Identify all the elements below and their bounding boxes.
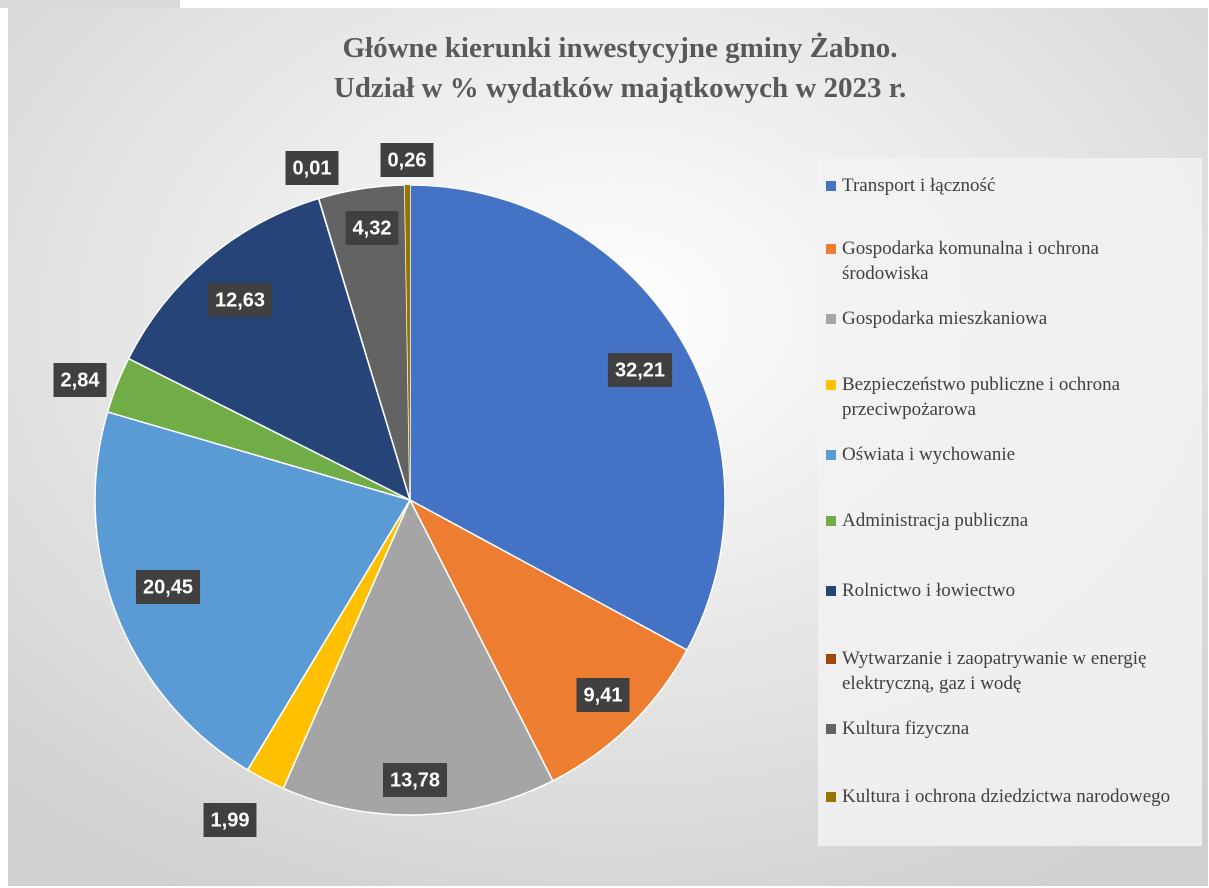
legend-entry: Gospodarka mieszkaniowa	[826, 306, 1186, 331]
data-label: 1,99	[203, 803, 257, 837]
data-label-box	[607, 353, 673, 387]
data-label: 12,63	[207, 283, 273, 317]
data-label-box	[203, 803, 257, 837]
data-label-text: 32,21	[615, 359, 665, 381]
legend-label: Kultura fizyczna	[842, 718, 970, 739]
pie-slice	[127, 197, 412, 502]
legend-entry: Transport i łączność	[826, 173, 1186, 198]
legend-label: Gospodarka mieszkaniowa	[842, 308, 1048, 329]
data-label-box	[345, 211, 399, 245]
legend-swatch	[826, 654, 836, 664]
data-label: 9,41	[576, 678, 630, 712]
legend-label: Kultura i ochrona dziedzictwa narodowego	[842, 786, 1171, 807]
data-label-box	[135, 570, 201, 604]
pie-slice	[282, 498, 554, 816]
data-labels: 32,21 9,41 13,78 1,99 20,45 2,84 12,63 0,01 4,32…	[53, 143, 673, 837]
chart-subtitle: Udział w % wydatków majątkowych w 2023 r…	[334, 72, 907, 104]
legend-swatch	[826, 792, 836, 802]
legend-entry: Rolnictwo i łowiectwo	[826, 578, 1186, 603]
legend-swatch	[826, 586, 836, 596]
data-label-box	[382, 763, 448, 797]
data-label: 4,32	[345, 211, 399, 245]
legend-entry: Gospodarka komunalna i ochrona środowisk…	[826, 236, 1186, 286]
legend-swatch	[826, 181, 836, 191]
pie-slice	[317, 184, 411, 501]
legend: Transport i łączność Gospodarka komunalna…	[818, 158, 1202, 846]
legend-label: Administracja publiczna	[842, 510, 1029, 531]
legend-swatch	[826, 724, 836, 734]
legend-label: Oświata i wychowanie	[842, 444, 1016, 465]
chart-title: Główne kierunki inwestycyjne gminy Żabno…	[342, 31, 897, 64]
data-label-text: 12,63	[215, 289, 265, 311]
legend-swatch	[826, 314, 836, 324]
data-label: 2,84	[53, 363, 107, 397]
data-label: 0,01	[285, 151, 339, 185]
legend-swatch	[826, 380, 836, 390]
data-label-text: 20,45	[143, 576, 193, 598]
data-label-text: 13,78	[390, 769, 440, 791]
legend-entry: Kultura fizyczna	[826, 716, 1186, 741]
legend-entry: Wytwarzanie i zaopatrywanie w energię el…	[826, 646, 1186, 696]
data-label: 13,78	[382, 763, 448, 797]
legend-label: Rolnictwo i łowiectwo	[842, 580, 1016, 601]
data-label-box	[380, 143, 434, 177]
data-label-text: 4,32	[353, 217, 392, 239]
pie	[94, 184, 726, 816]
corner-tab	[0, 0, 180, 8]
legend-label: Transport i łączność	[842, 175, 996, 196]
legend-entry: Bezpieczeństwo publiczne i ochrona przec…	[826, 372, 1186, 422]
legend-label: Gospodarka komunalna i ochrona środowisk…	[842, 238, 1099, 284]
data-label: 32,21	[607, 353, 673, 387]
data-label-box	[576, 678, 630, 712]
data-label-box	[285, 151, 339, 185]
data-label-text: 9,41	[584, 684, 623, 706]
pie-slice	[94, 411, 412, 771]
data-label-text: 1,99	[211, 809, 250, 831]
legend-label: Bezpieczeństwo publiczne i ochrona przec…	[842, 374, 1121, 420]
pie-slice	[404, 185, 410, 500]
legend-swatch	[826, 450, 836, 460]
data-label-box	[207, 283, 273, 317]
legend-entry: Kultura i ochrona dziedzictwa narodowego	[826, 784, 1186, 809]
legend-entry: Oświata i wychowanie	[826, 442, 1186, 467]
data-label-text: 0,01	[293, 157, 332, 179]
legend-swatch	[826, 244, 836, 254]
data-label-text: 2,84	[61, 369, 101, 391]
legend-label: Wytwarzanie i zaopatrywanie w energię el…	[842, 648, 1147, 694]
legend-swatch	[826, 516, 836, 526]
data-label-text: 0,26	[388, 149, 427, 171]
data-label: 20,45	[135, 570, 201, 604]
data-label-box	[53, 363, 107, 397]
legend-entry: Administracja publiczna	[826, 508, 1186, 533]
pie-slice	[409, 184, 726, 652]
data-label: 0,26	[380, 143, 434, 177]
